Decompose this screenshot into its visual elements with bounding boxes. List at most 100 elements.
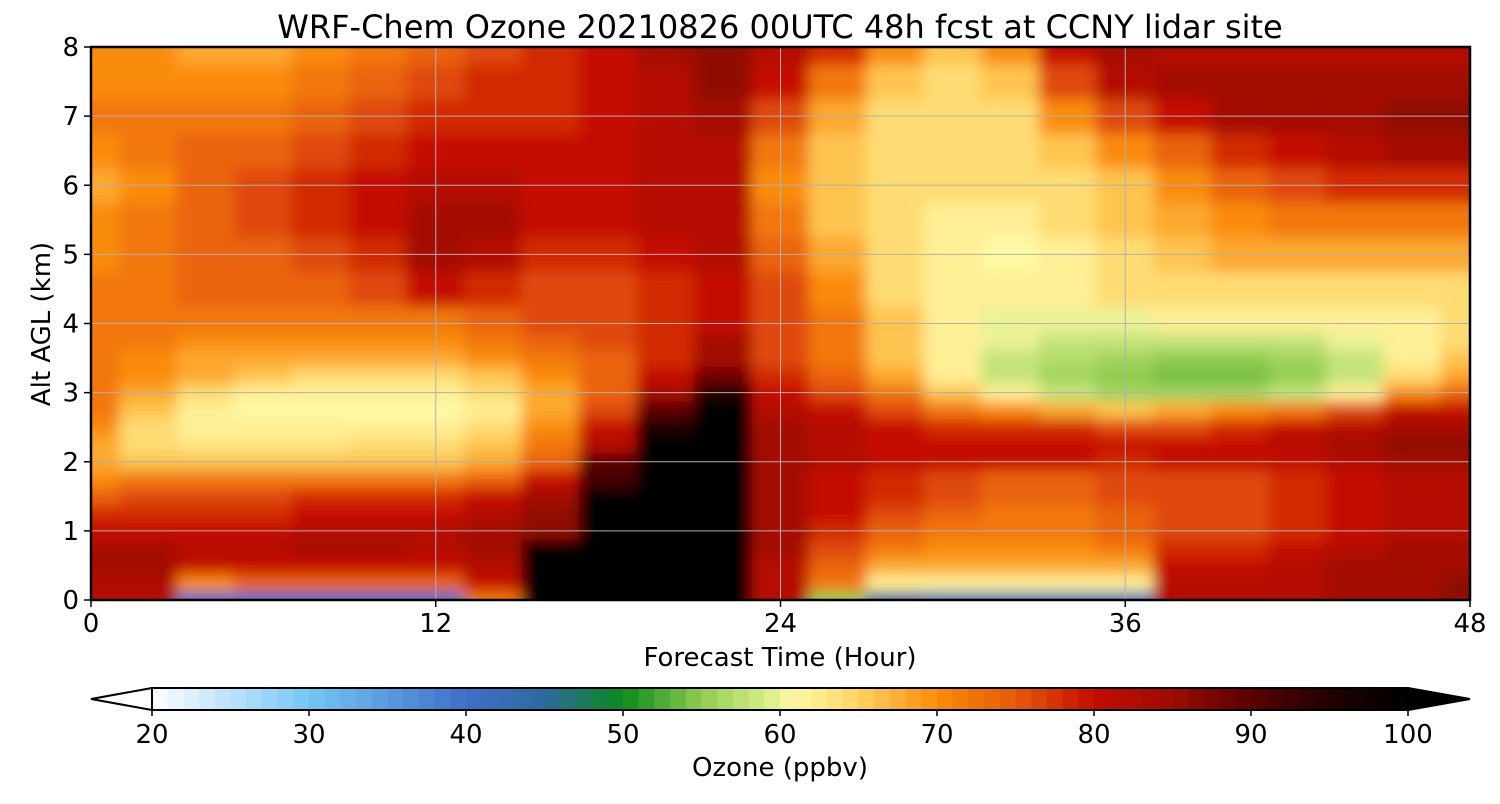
heat-cell <box>1038 305 1098 333</box>
colorbar-band <box>654 688 671 710</box>
heat-cell <box>1325 63 1385 100</box>
heat-cell <box>234 331 293 350</box>
heat-cell <box>349 590 408 600</box>
colorbar-band <box>230 688 247 710</box>
heat-cell <box>636 504 695 523</box>
heat-cell <box>119 504 178 523</box>
colorbar-band <box>497 688 514 710</box>
heat-cell <box>808 331 868 350</box>
x-axis: 0 12 24 36 48 <box>83 600 1487 639</box>
heat-cell <box>291 132 351 169</box>
heat-cell <box>636 132 695 169</box>
heat-cell <box>1268 504 1327 523</box>
colorbar-tick-label: 60 <box>763 720 796 750</box>
heat-cell <box>119 271 178 307</box>
heat-cell <box>981 539 1040 558</box>
heat-cell <box>1268 435 1327 454</box>
heat-cell <box>636 469 695 489</box>
heat-cell <box>1210 418 1270 437</box>
colorbar-band <box>984 688 1001 710</box>
colorbar-band <box>277 688 294 710</box>
heat-cell <box>234 47 293 65</box>
heat-cell <box>1210 202 1270 238</box>
heat-cell <box>1153 556 1212 575</box>
colorbar-band <box>1031 688 1048 710</box>
heat-cell <box>866 305 925 333</box>
colorbar-band <box>183 688 200 710</box>
heat-cell <box>91 435 121 454</box>
heat-cell <box>291 47 351 65</box>
heat-cell <box>349 331 408 350</box>
heat-cell <box>176 400 236 420</box>
heat-cell <box>349 469 408 489</box>
heat-cell <box>521 418 580 437</box>
heat-cell <box>1383 63 1442 100</box>
heat-cell <box>923 202 983 238</box>
colorbar-band <box>795 688 812 710</box>
heat-cell <box>234 63 293 100</box>
heat-cell <box>1383 539 1442 558</box>
heat-cell <box>1153 202 1212 238</box>
heat-cell <box>578 418 638 437</box>
heat-cell <box>521 487 580 506</box>
colorbar-band <box>921 688 938 710</box>
heat-cell <box>578 590 638 600</box>
colorbar-band <box>167 688 184 710</box>
heat-cell <box>91 556 121 575</box>
heat-cell <box>578 271 638 307</box>
heat-cell <box>923 539 983 558</box>
heat-cell <box>463 504 523 523</box>
colorbar-band <box>591 688 608 710</box>
colorbar-band <box>387 688 404 710</box>
heat-cell <box>981 348 1040 368</box>
heat-cell <box>1325 47 1385 65</box>
heat-cell <box>981 63 1040 100</box>
heat-cell <box>349 400 408 420</box>
colorbar-band <box>371 688 389 710</box>
heat-cell <box>636 573 695 592</box>
heat-cell <box>1153 305 1212 333</box>
heat-cell <box>1210 331 1270 350</box>
heat-cell <box>176 202 236 238</box>
heat-cell <box>1210 573 1270 592</box>
heat-cell <box>1038 132 1098 169</box>
heat-cell <box>1440 435 1470 454</box>
heat-cell <box>808 63 868 100</box>
heat-cell <box>91 271 121 307</box>
heat-cell <box>923 573 983 592</box>
heat-cell <box>1383 556 1442 575</box>
colorbar-band <box>748 688 765 710</box>
plot-area <box>91 47 1470 600</box>
heat-cell <box>349 132 408 169</box>
heat-cell <box>234 132 293 169</box>
heat-cell <box>463 63 523 100</box>
colorbar-band <box>528 688 546 710</box>
heat-cell <box>1153 63 1212 100</box>
heat-cell <box>1325 435 1385 454</box>
heat-cell <box>866 435 925 454</box>
heat-cell <box>636 418 695 437</box>
heat-cell <box>91 47 121 65</box>
heat-cell <box>808 556 868 575</box>
heat-cell <box>808 590 868 600</box>
colorbar-band <box>937 688 954 710</box>
heat-cell <box>808 469 868 489</box>
heat-cell <box>1440 400 1470 420</box>
heat-cell <box>119 202 178 238</box>
heat-cell <box>923 331 983 350</box>
heat-cell <box>291 435 351 454</box>
x-tick-label: 24 <box>764 609 797 639</box>
heat-cell <box>1268 556 1327 575</box>
heat-cell <box>234 305 293 333</box>
heat-cell <box>291 556 351 575</box>
heat-cell <box>1383 418 1442 437</box>
heat-cell <box>1383 504 1442 523</box>
colorbar-band <box>246 688 263 710</box>
heat-cell <box>1153 271 1212 307</box>
heat-cell <box>291 400 351 420</box>
heat-cell <box>291 487 351 506</box>
heat-cell <box>119 63 178 100</box>
heat-cell <box>636 331 695 350</box>
heat-cell <box>1325 271 1385 307</box>
heat-cell <box>176 590 236 600</box>
